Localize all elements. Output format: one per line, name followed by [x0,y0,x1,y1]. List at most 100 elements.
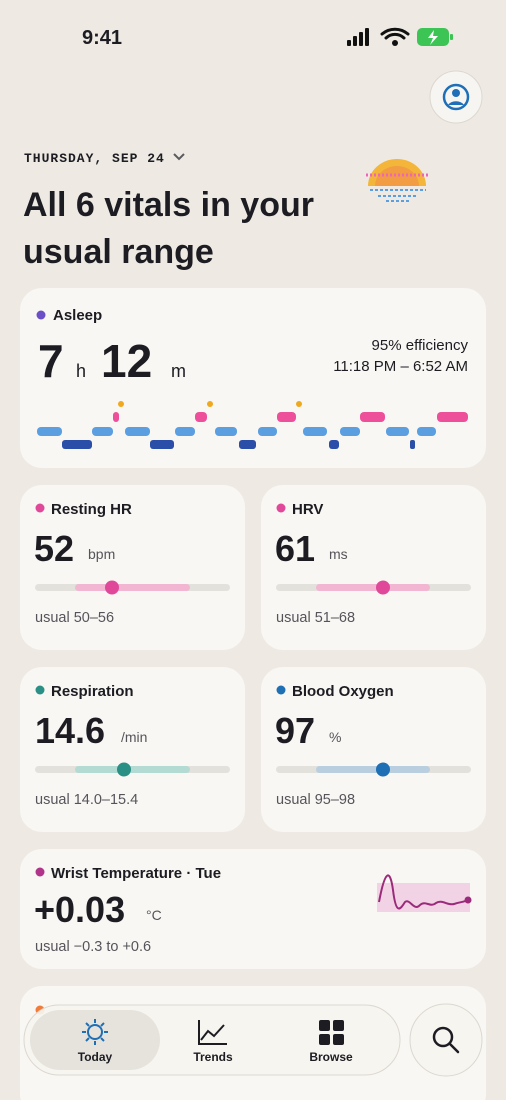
temperature-unit: °C [146,907,162,923]
card [20,849,486,969]
sleep-card[interactable]: Asleep 7 h 12 m 95% efficiency 11:18 PM … [20,288,486,468]
decoration [448,1042,460,1054]
sleep-hours: 7 [38,335,64,387]
decoration [333,1034,344,1045]
decoration [370,189,426,202]
tab-browse[interactable]: Browse [309,1020,353,1064]
vital-label: Blood Oxygen [292,683,394,700]
tab-today[interactable]: Today [30,1010,160,1070]
temperature-usual: usual −0.3 to +0.6 [35,939,151,955]
decoration [303,427,327,436]
decoration [37,427,436,436]
decoration [37,427,62,436]
decoration [452,89,460,97]
card [20,288,486,468]
vital-card[interactable]: Respiration 14.6 /min usual 14.0–15.4 [20,667,245,832]
decoration [258,427,277,436]
tab-label: Trends [193,1050,233,1064]
vital-usual: usual 95–98 [276,792,355,808]
sleep-minutes: 12 [101,335,152,387]
vital-label: HRV [292,501,323,518]
decoration [392,40,398,46]
temperature-label: Wrist Temperature · Tue [51,865,221,882]
usual-range [316,766,430,773]
decoration [113,412,119,422]
decoration [377,883,470,912]
decoration [410,440,415,449]
decoration [87,1024,103,1040]
status-icons [347,27,453,46]
sun-icon [82,1019,108,1045]
headline-line: usual range [23,233,214,271]
vital-unit: bpm [88,546,115,562]
vital-unit: /min [121,729,147,745]
decoration [409,1003,483,1077]
dot [35,867,45,877]
search-button[interactable] [409,1003,483,1077]
dot [35,685,45,695]
card [261,667,486,832]
profile-button[interactable] [429,70,483,124]
decoration [437,412,468,422]
vital-unit: % [329,729,341,745]
sunrise-illustration [366,159,428,202]
sleep-efficiency: 95% efficiency [372,337,469,354]
trends-icon [198,1020,227,1045]
decoration [340,427,360,436]
decoration [296,401,302,407]
card [20,667,245,832]
decoration [448,101,464,105]
usual-range [75,766,190,773]
vital-card[interactable]: Blood Oxygen 97 % usual 95–98 [261,667,486,832]
vital-unit: ms [329,546,348,562]
range-marker [105,580,119,595]
sleep-window: 11:18 PM – 6:52 AM [333,358,468,375]
vital-usual: usual 50–56 [35,610,114,626]
dot [36,310,46,320]
vital-card[interactable]: HRV 61 ms usual 51–68 [261,485,486,650]
decoration [375,166,419,186]
decoration [450,34,453,40]
decoration [359,32,363,46]
decoration [118,401,124,407]
decoration [428,30,438,45]
range-marker [117,762,131,777]
decoration [207,401,213,407]
vital-usual: usual 14.0–15.4 [35,792,138,808]
decoration [360,412,385,422]
decoration [319,1020,330,1031]
decoration [333,1020,344,1031]
decoration [118,401,302,407]
decoration [464,896,472,904]
tab-trends[interactable]: Trends [193,1020,233,1064]
decoration [319,1034,330,1045]
status-time: 9:41 [82,27,122,49]
decoration [215,427,237,436]
decoration [62,440,92,449]
card [20,485,245,650]
hypnogram [37,401,468,449]
decoration [365,28,369,46]
dot [35,503,45,513]
decoration [150,440,174,449]
decoration [378,874,469,910]
browse-icon [319,1020,344,1045]
vital-label: Respiration [51,683,134,700]
date-picker[interactable]: THURSDAY, SEP 24 [24,151,185,166]
decoration [417,427,436,436]
vital-value: 61 [275,528,315,569]
sleep-label: Asleep [53,307,102,324]
tab-label: Today [78,1050,113,1064]
temperature-card[interactable]: Wrist Temperature · Tue +0.03 °C usual −… [20,849,486,969]
vital-card[interactable]: Resting HR 52 bpm usual 50–56 [20,485,245,650]
decoration [195,412,207,422]
decoration [380,27,410,40]
sleep-hours-unit: h [76,361,86,381]
date-label: THURSDAY, SEP 24 [24,151,165,166]
decoration [347,40,351,46]
range-marker [376,580,390,595]
dot [276,685,286,695]
decoration [353,36,357,46]
